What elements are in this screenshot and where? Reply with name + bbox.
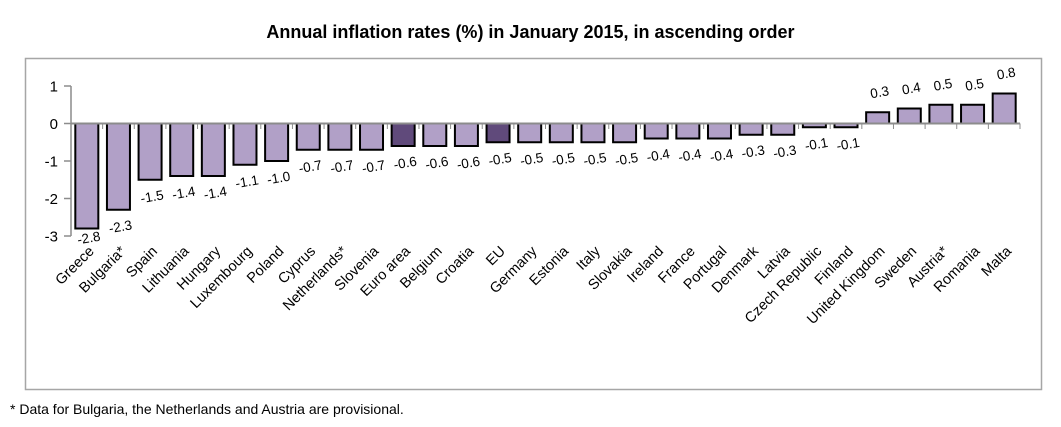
bar-value-label: -0.6	[456, 154, 482, 173]
bar-denmark	[738, 122, 764, 136]
bar-romania	[960, 103, 986, 125]
bar-hungary	[200, 122, 226, 177]
bar-value-label: -0.5	[551, 150, 577, 169]
bar-ireland	[643, 122, 669, 140]
bar-value-label: -0.7	[361, 157, 387, 176]
bar-poland	[264, 122, 290, 162]
bar-value-label: -0.3	[740, 142, 766, 161]
bar-greece	[74, 122, 100, 230]
bar-value-label: -0.1	[835, 135, 861, 154]
chart-plot-frame	[24, 57, 1043, 391]
bar-germany	[517, 122, 543, 144]
bar-value-label: -0.4	[709, 146, 735, 165]
y-tick-label: -3	[45, 229, 58, 246]
bar-value-label: -0.7	[329, 157, 355, 176]
y-tick-label: 1	[50, 79, 58, 96]
bar-value-label: -1.4	[171, 184, 197, 203]
bar-spain	[137, 122, 163, 181]
bar-luxembourg	[232, 122, 258, 166]
bar-value-label: 0.3	[869, 83, 890, 101]
bar-value-label: -0.7	[297, 157, 323, 176]
bar-france	[675, 122, 701, 140]
bar-italy	[580, 122, 606, 144]
bar-eu	[485, 122, 511, 144]
y-tick-label: -2	[45, 191, 58, 208]
bar-value-label: -0.6	[392, 154, 418, 173]
bar-value-label: -0.4	[645, 146, 671, 165]
bar-value-label: -1.0	[266, 169, 292, 188]
bar-bulgaria	[105, 122, 131, 211]
bar-latvia	[770, 122, 796, 136]
bar-malta	[991, 92, 1017, 125]
bar-sweden	[896, 107, 922, 125]
bar-lithuania	[169, 122, 195, 177]
footnote: * Data for Bulgaria, the Netherlands and…	[10, 401, 404, 417]
bar-value-label: -0.5	[582, 150, 608, 169]
bar-netherlands	[327, 122, 353, 151]
bar-value-label: 0.8	[996, 64, 1017, 82]
bar-value-label: 0.5	[932, 76, 953, 94]
y-tick-label: 0	[50, 116, 58, 133]
bar-value-label: -1.5	[139, 187, 165, 206]
bar-belgium	[422, 122, 448, 147]
chart-title: Annual inflation rates (%) in January 20…	[266, 22, 795, 42]
bar-value-label: -2.8	[76, 229, 102, 248]
bar-value-label: 0.4	[901, 79, 923, 97]
bar-value-label: -0.5	[487, 150, 513, 169]
bar-value-label: -0.4	[677, 146, 703, 165]
bar-value-label: -1.4	[203, 184, 229, 203]
bar-austria	[928, 103, 954, 125]
bar-united-kingdom	[865, 111, 891, 125]
y-tick-label: -1	[45, 154, 58, 171]
bar-slovakia	[612, 122, 638, 144]
bar-cyprus	[295, 122, 321, 151]
bar-value-label: -0.6	[424, 154, 450, 173]
bar-value-label: 0.5	[964, 76, 985, 94]
bar-estonia	[548, 122, 574, 144]
bar-value-label: -0.5	[614, 150, 640, 169]
bar-value-label: -0.1	[804, 135, 830, 154]
bar-croatia	[453, 122, 479, 147]
bar-portugal	[706, 122, 732, 140]
bar-euro-area	[390, 122, 416, 147]
bar-value-label: -2.3	[108, 217, 134, 236]
bar-value-label: -0.5	[519, 150, 545, 169]
bar-value-label: -0.3	[772, 142, 798, 161]
bar-slovenia	[359, 122, 385, 151]
bar-value-label: -1.1	[234, 172, 260, 191]
